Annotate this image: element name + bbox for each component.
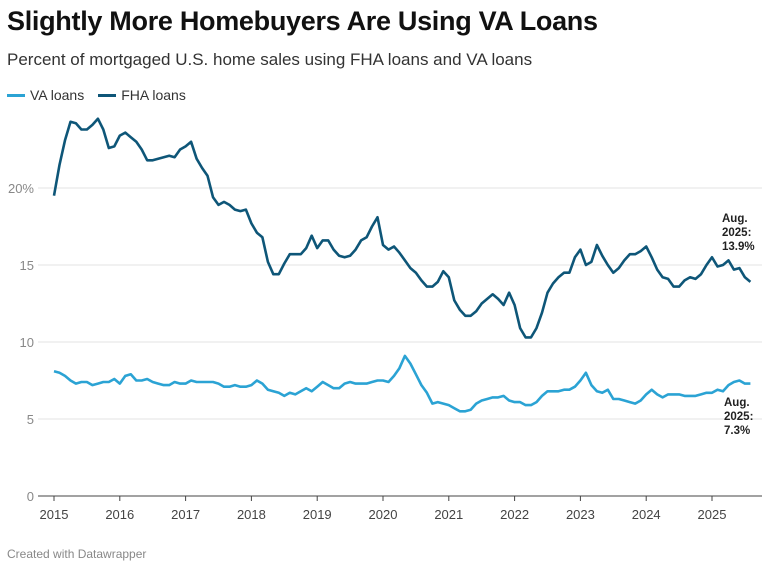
x-tick-label: 2019 [303, 507, 332, 522]
x-tick-label: 2018 [237, 507, 266, 522]
x-tick-label: 2025 [698, 507, 727, 522]
legend-label-fha: FHA loans [121, 87, 186, 103]
fha-loans-line [52, 117, 752, 339]
va-loans-line [53, 354, 751, 413]
legend-swatch-va [7, 93, 25, 97]
y-tick-label: 5 [27, 412, 34, 427]
x-tick-label: 2020 [369, 507, 398, 522]
x-tick-label: 2021 [434, 507, 463, 522]
chart-subtitle: Percent of mortgaged U.S. home sales usi… [7, 50, 533, 69]
y-tick-label: 0 [27, 489, 34, 504]
x-tick-label: 2023 [566, 507, 595, 522]
end-value-annotation: 13.9% [722, 241, 755, 253]
end-value-annotation: 2025: [724, 411, 753, 423]
y-tick-label: 15 [20, 258, 34, 273]
y-tick-label: 10 [20, 335, 34, 350]
legend-swatch-fha [98, 93, 117, 97]
y-tick-label: 20% [8, 181, 34, 196]
x-tick-label: 2016 [105, 507, 134, 522]
footer-credit: Created with Datawrapper [7, 547, 147, 561]
x-tick-label: 2015 [40, 507, 69, 522]
legend-item-fha: FHA loans [98, 87, 186, 103]
legend: VA loans FHA loans [7, 87, 186, 103]
end-value-annotation: Aug. [722, 213, 748, 225]
chart-title: Slightly More Homebuyers Are Using VA Lo… [7, 6, 598, 36]
x-tick-label: 2024 [632, 507, 661, 522]
end-value-annotation: 2025: [722, 227, 751, 239]
legend-item-va: VA loans [7, 87, 84, 103]
end-value-annotation: Aug. [724, 397, 750, 409]
end-value-annotation: 7.3% [724, 425, 750, 437]
x-tick-label: 2017 [171, 507, 200, 522]
legend-label-va: VA loans [30, 87, 85, 103]
x-tick-label: 2022 [500, 507, 529, 522]
